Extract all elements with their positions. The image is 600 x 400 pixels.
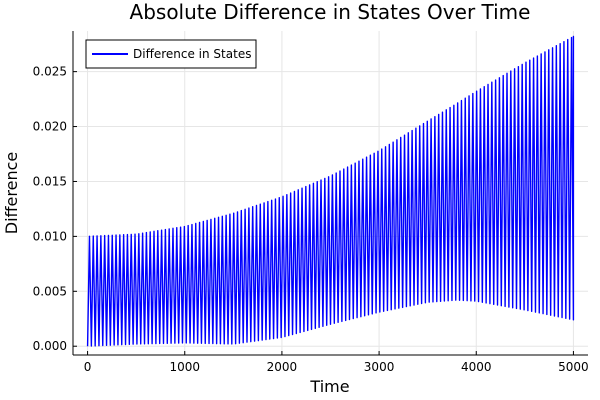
x-ticks: 0 1000 2000 3000 4000 5000: [84, 351, 589, 374]
y-tick-label-2: 0.010: [33, 229, 67, 243]
y-tick-label-5: 0.025: [33, 65, 67, 79]
chart-title: Absolute Difference in States Over Time: [130, 0, 531, 24]
x-tick-label-0: 0: [84, 360, 92, 374]
x-tick-label-5: 5000: [558, 360, 589, 374]
x-tick-label-2: 2000: [267, 360, 298, 374]
y-tick-label-1: 0.005: [33, 284, 67, 298]
series-layer: [86, 35, 575, 347]
y-axis-label: Difference: [2, 152, 21, 234]
x-tick-label-1: 1000: [169, 360, 200, 374]
series-line-0: [86, 35, 575, 347]
legend-entry-label: Difference in States: [133, 47, 251, 61]
y-tick-label-4: 0.020: [33, 120, 67, 134]
y-ticks: 0.000 0.005 0.010 0.015 0.020 0.025: [33, 65, 77, 353]
y-tick-label-0: 0.000: [33, 339, 67, 353]
y-tick-label-3: 0.015: [33, 174, 67, 188]
axes: [72, 31, 588, 356]
x-tick-label-3: 3000: [364, 360, 395, 374]
x-axis-label: Time: [309, 377, 349, 396]
x-tick-label-4: 4000: [461, 360, 492, 374]
legend: Difference in States: [85, 39, 257, 69]
